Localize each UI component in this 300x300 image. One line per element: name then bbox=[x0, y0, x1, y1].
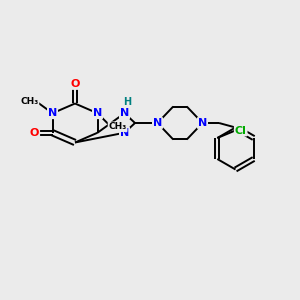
Text: Cl: Cl bbox=[235, 125, 247, 136]
Text: O: O bbox=[30, 128, 39, 138]
Text: N: N bbox=[93, 108, 102, 118]
Text: H: H bbox=[123, 97, 131, 107]
Text: N: N bbox=[120, 128, 129, 138]
Text: CH₃: CH₃ bbox=[109, 122, 127, 131]
Text: O: O bbox=[70, 79, 80, 89]
Text: N: N bbox=[153, 118, 162, 128]
Text: N: N bbox=[48, 108, 57, 118]
Text: CH₃: CH₃ bbox=[20, 97, 38, 106]
Text: N: N bbox=[120, 108, 129, 118]
Text: N: N bbox=[198, 118, 207, 128]
